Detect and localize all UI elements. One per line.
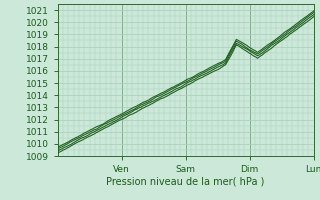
X-axis label: Pression niveau de la mer( hPa ): Pression niveau de la mer( hPa ) bbox=[107, 177, 265, 187]
